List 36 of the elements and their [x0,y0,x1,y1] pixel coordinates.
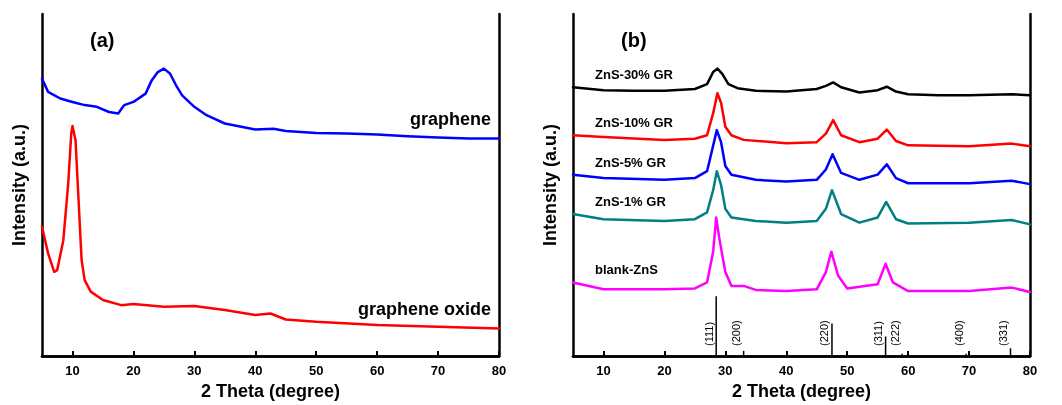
x-tick-label: 30 [718,363,733,378]
annotation: (220) [818,320,831,346]
annotation: (400) [952,320,965,346]
x-tick-label: 40 [248,363,263,378]
x-tick-label: 80 [491,363,507,378]
x-tick-label: 20 [657,363,672,378]
x-tick-label: 10 [596,363,611,378]
x-axis-title: 2 Theta (degree) [731,381,872,401]
annotation: (222) [888,320,901,346]
x-tick-label: 50 [308,363,324,378]
annotation: (331) [997,320,1009,346]
annotation: (311) [872,321,885,346]
text: (b) [621,29,647,51]
x-tick-label: 30 [187,363,202,378]
y-axis-title: Intensity (a.u.) [540,123,560,247]
series-label: blank-ZnS [595,262,659,278]
x-tick-label: 70 [430,363,446,378]
series-label: graphene oxide [357,299,491,320]
x-tick-label: 20 [126,363,141,378]
series-label: ZnS-5% GR [595,154,667,170]
x-tick-label: 80 [1022,363,1038,378]
x-tick-label: 40 [779,363,794,378]
series-label: ZnS-10% GR [595,115,674,131]
series-label: graphene [409,109,491,130]
series-label: ZnS-1% GR [595,194,667,210]
x-tick-label: 50 [839,363,855,378]
annotation: (111) [702,321,715,346]
x-tick-label: 10 [65,363,80,378]
text: (a) [90,29,115,51]
x-tick-label: 70 [961,363,977,378]
annotation: (200) [730,320,743,346]
x-axis-title: 2 Theta (degree) [200,381,341,401]
series-label: ZnS-30% GR [595,67,674,83]
x-tick-label: 60 [900,363,916,378]
y-axis-title: Intensity (a.u.) [9,123,29,247]
x-tick-label: 60 [369,363,385,378]
